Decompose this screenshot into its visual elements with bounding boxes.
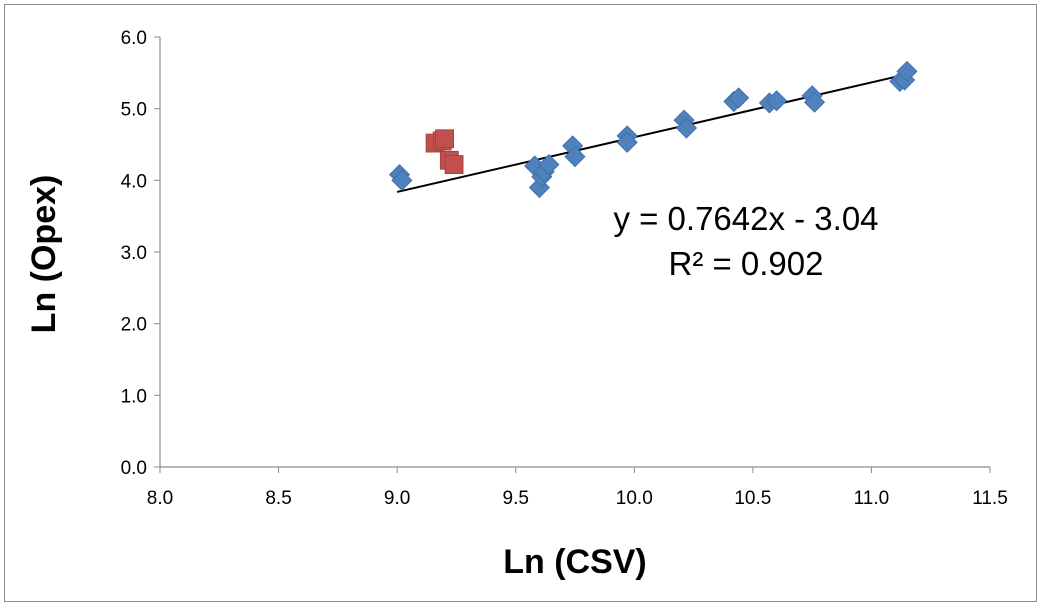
trendline-r-squared: R² = 0.902 [668, 245, 823, 282]
data-point-diamond [564, 146, 586, 168]
x-tick-label: 9.0 [384, 488, 410, 509]
data-point-diamond [896, 60, 918, 82]
data-point-diamond [616, 131, 638, 153]
y-tick-label: 2.0 [121, 315, 147, 336]
x-axis-title: Ln (CSV) [503, 543, 647, 581]
y-tick-label: 6.0 [121, 28, 147, 49]
y-tick-label: 0.0 [121, 458, 147, 479]
data-points [388, 60, 918, 199]
data-point-square [444, 155, 464, 174]
x-axis-ticks: 8.0 8.5 9.0 9.5 10.0 10.5 11.0 11.5 [147, 467, 1008, 509]
trendline-equation: y = 0.7642x - 3.04 [613, 200, 878, 237]
x-tick-label: 8.0 [147, 488, 173, 509]
x-tick-label: 10.5 [734, 488, 771, 509]
y-tick-label: 4.0 [121, 171, 147, 192]
data-point-square [435, 129, 454, 149]
x-tick-label: 11.5 [972, 488, 1008, 509]
x-tick-label: 9.5 [503, 488, 529, 509]
data-point-diamond [728, 87, 750, 109]
y-tick-label: 3.0 [121, 243, 147, 264]
y-axis-ticks: 0.0 1.0 2.0 3.0 4.0 5.0 6.0 [121, 28, 160, 479]
chart-frame [4, 4, 1037, 602]
x-tick-label: 11.0 [854, 488, 890, 509]
x-tick-label: 10.0 [616, 488, 653, 509]
axes [159, 37, 990, 468]
data-point-diamond [766, 90, 788, 112]
data-point-diamond [803, 91, 826, 113]
y-axis-title: Ln (Opex) [25, 175, 63, 334]
data-point-diamond [538, 154, 560, 176]
data-point-diamond [675, 117, 698, 139]
y-tick-label: 5.0 [121, 100, 147, 121]
y-tick-label: 1.0 [121, 386, 147, 407]
data-point-diamond [391, 169, 413, 191]
x-tick-label: 8.5 [265, 488, 291, 509]
trendline [396, 73, 908, 193]
trendline-group [396, 73, 908, 193]
